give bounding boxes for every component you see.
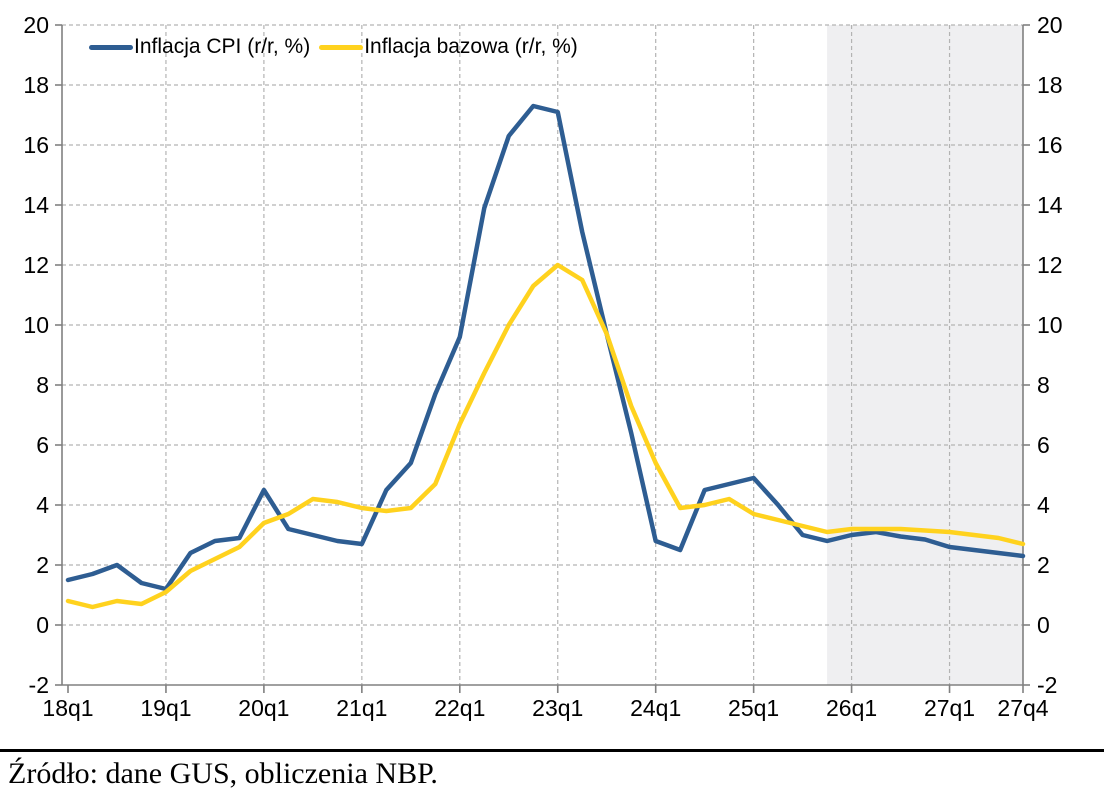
legend-item-core: Inflacja bazowa (r/r, %)	[319, 35, 578, 59]
y-axis-label-left: 8	[36, 372, 49, 398]
y-axis-label-left: 0	[36, 612, 49, 638]
cpi-series-line	[65, 103, 1026, 592]
x-axis-label: 24q1	[630, 695, 681, 721]
y-axis-label-right: 16	[1037, 132, 1063, 158]
legend-item-cpi: Inflacja CPI (r/r, %)	[89, 35, 310, 59]
x-axis-label: 27q4	[997, 695, 1048, 721]
inflation-chart: -2 -2 0 0 2 2 4 4 6 6 8 8 10 10 12 12 14 14 16 16 18 18 20 20 18…	[23, 12, 1062, 721]
y-axis-label-left: 4	[36, 492, 49, 518]
x-axis-label: 23q1	[532, 695, 583, 721]
footer-divider	[0, 749, 1104, 752]
y-axis-label-left: 20	[23, 12, 49, 38]
source-note: Źródło: dane GUS, obliczenia NBP.	[8, 757, 438, 790]
y-axis-label-right: 12	[1037, 252, 1063, 278]
y-axis-label-left: 14	[23, 192, 49, 218]
x-axis-label: 27q1	[924, 695, 975, 721]
y-axis-label-left: -2	[29, 672, 49, 698]
legend-label-core: Inflacja bazowa (r/r, %)	[364, 35, 578, 58]
y-axis-label-left: 10	[23, 312, 49, 338]
core-line-marker	[319, 44, 364, 50]
core-series-line	[65, 262, 1026, 610]
x-axis-label: 18q1	[42, 695, 93, 721]
x-axis-label: 20q1	[238, 695, 289, 721]
y-axis-label-left: 2	[36, 552, 49, 578]
y-axis-label-right: 18	[1037, 72, 1063, 98]
x-axis-label: 22q1	[434, 695, 485, 721]
y-axis-label-left: 16	[23, 132, 49, 158]
gridlines	[62, 24, 1023, 685]
x-axis-label: 21q1	[336, 695, 387, 721]
x-axis-label: 25q1	[728, 695, 779, 721]
axis-labels: -2 -2 0 0 2 2 4 4 6 6 8 8 10 10 12 12 14 14 16 16 18 18 20 20 18…	[23, 12, 1062, 721]
axes	[55, 24, 1030, 693]
cpi-line-marker	[89, 44, 133, 50]
y-axis-label-right: 10	[1037, 312, 1063, 338]
y-axis-label-left: 12	[23, 252, 49, 278]
y-axis-label-right: 2	[1037, 552, 1050, 578]
x-axis-label: 26q1	[826, 695, 877, 721]
y-axis-label-left: 18	[23, 72, 49, 98]
y-axis-label-right: 4	[1037, 492, 1050, 518]
legend-label-cpi: Inflacja CPI (r/r, %)	[134, 35, 311, 58]
chart-legend: Inflacja CPI (r/r, %) Inflacja bazowa (r…	[89, 35, 578, 59]
y-axis-label-right: 8	[1037, 372, 1050, 398]
y-axis-label-right: 6	[1037, 432, 1050, 458]
y-axis-label-right: 0	[1037, 612, 1050, 638]
y-axis-label-right: 14	[1037, 192, 1063, 218]
x-axis-label: 19q1	[140, 695, 191, 721]
series-lines	[65, 103, 1026, 610]
forecast-band	[827, 25, 1023, 685]
y-axis-label-right: -2	[1037, 672, 1057, 698]
y-axis-label-right: 20	[1037, 12, 1063, 38]
y-axis-label-left: 6	[36, 432, 49, 458]
